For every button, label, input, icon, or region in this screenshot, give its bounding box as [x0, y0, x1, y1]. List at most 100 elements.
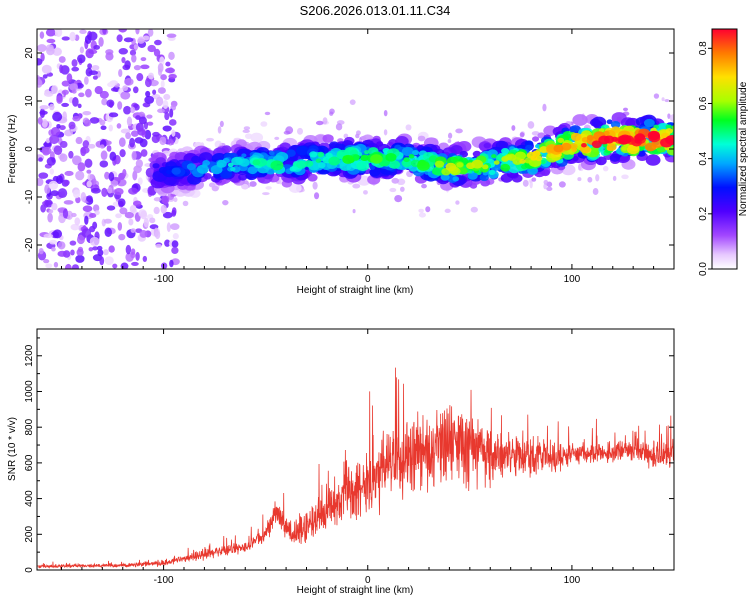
noise-cell [131, 150, 137, 161]
noise-cell [118, 233, 126, 241]
speckle-cell [352, 208, 356, 214]
speckle-cell [527, 121, 535, 129]
ridge-cell [572, 114, 588, 126]
noise-cell [91, 64, 100, 71]
ridge-cell [532, 150, 541, 157]
snr-y-tick-label: 0 [24, 567, 35, 573]
ridge-cell [431, 168, 441, 175]
noise-cell [131, 54, 137, 63]
noise-cell [114, 187, 124, 196]
noise-cell [130, 228, 136, 234]
ridge-cell [676, 127, 686, 135]
ridge-cell [676, 136, 688, 145]
noise-cell [132, 86, 139, 94]
noise-cell [166, 222, 171, 233]
ridge-cell [569, 143, 578, 150]
ridge-cell [250, 132, 264, 143]
noise-cell [160, 204, 167, 214]
noise-cell [77, 103, 82, 109]
noise-cell [103, 249, 109, 256]
noise-cell [38, 172, 49, 179]
noise-cell [114, 177, 122, 182]
noise-cell [88, 247, 94, 252]
speckle-cell [522, 179, 529, 187]
noise-cell [108, 245, 115, 253]
noise-cell [122, 169, 127, 178]
noise-cell [166, 33, 177, 38]
noise-cell [75, 254, 85, 263]
ridge-cell [203, 172, 212, 180]
ridge-cell [591, 116, 607, 128]
snr-x-ticks: -100 0 100 [61, 329, 675, 586]
noise-cell [116, 123, 122, 129]
speckle-cell [352, 183, 361, 189]
noise-cell [75, 170, 85, 181]
noise-cell [128, 218, 134, 226]
ridge-cell [482, 164, 489, 170]
ridge-cell [610, 121, 621, 129]
noise-cell [85, 67, 93, 77]
ridge-cell [315, 158, 322, 163]
ridge-cell [674, 131, 681, 137]
speckle-cell [383, 129, 388, 136]
noise-cell [131, 130, 139, 137]
speckle-cell [418, 208, 424, 213]
noise-cell [45, 199, 54, 208]
ridge-cell [309, 151, 318, 158]
noise-cell [86, 180, 92, 188]
ridge-cell [532, 136, 540, 142]
noise-cell [107, 187, 113, 194]
noise-cell [88, 31, 98, 41]
noise-cell [139, 229, 148, 238]
speckle-cell [577, 163, 582, 171]
ridge-cell [665, 135, 674, 145]
noise-cell [86, 169, 92, 174]
speckle-cell [667, 113, 671, 119]
snr-y-tick-label: 600 [24, 454, 35, 471]
ridge-cell [296, 160, 307, 169]
noise-cell [112, 263, 118, 269]
noise-cell [117, 101, 123, 110]
noise-cell [45, 263, 53, 269]
ridge-cell [240, 183, 249, 190]
noise-cell [84, 158, 93, 168]
speckle-cell [335, 123, 343, 131]
ridge-cell [675, 133, 684, 140]
ridge-cell [677, 138, 688, 146]
noise-cell [61, 89, 69, 95]
spectrogram-y-axis-label: Frequency (Hz) [7, 115, 18, 184]
noise-cell [49, 103, 55, 111]
ridge-cell [645, 154, 661, 166]
ridge-cell [626, 144, 640, 155]
speckle-cell [531, 177, 537, 182]
noise-cell [75, 196, 81, 204]
noise-cell [41, 64, 52, 74]
speckle-cell [219, 120, 224, 128]
speckle-cell [349, 99, 356, 105]
speckle-cell [425, 206, 431, 213]
noise-cell [140, 64, 150, 70]
ridge-cell [525, 144, 533, 151]
noise-cell [74, 217, 81, 226]
noise-cell [100, 150, 108, 161]
noise-cell [37, 74, 41, 82]
noise-cell [86, 195, 93, 203]
noise-cell [104, 227, 112, 238]
ridge-cell [677, 132, 683, 137]
ridge-cell [227, 162, 234, 168]
ridge-cell [270, 160, 284, 171]
noise-cell [142, 255, 148, 262]
noise-cell [98, 37, 104, 47]
noise-cell [124, 60, 131, 69]
ridge-cell [611, 136, 618, 142]
noise-cell [89, 225, 96, 233]
noise-cell [56, 123, 61, 129]
noise-cell [79, 29, 87, 35]
speckle-cell [394, 194, 403, 203]
ridge-cell [356, 161, 370, 172]
noise-cell [71, 59, 78, 67]
noise-cell [99, 160, 109, 168]
speckle-cell [543, 183, 547, 190]
noise-cell [147, 29, 154, 37]
noise-cell [64, 263, 72, 269]
